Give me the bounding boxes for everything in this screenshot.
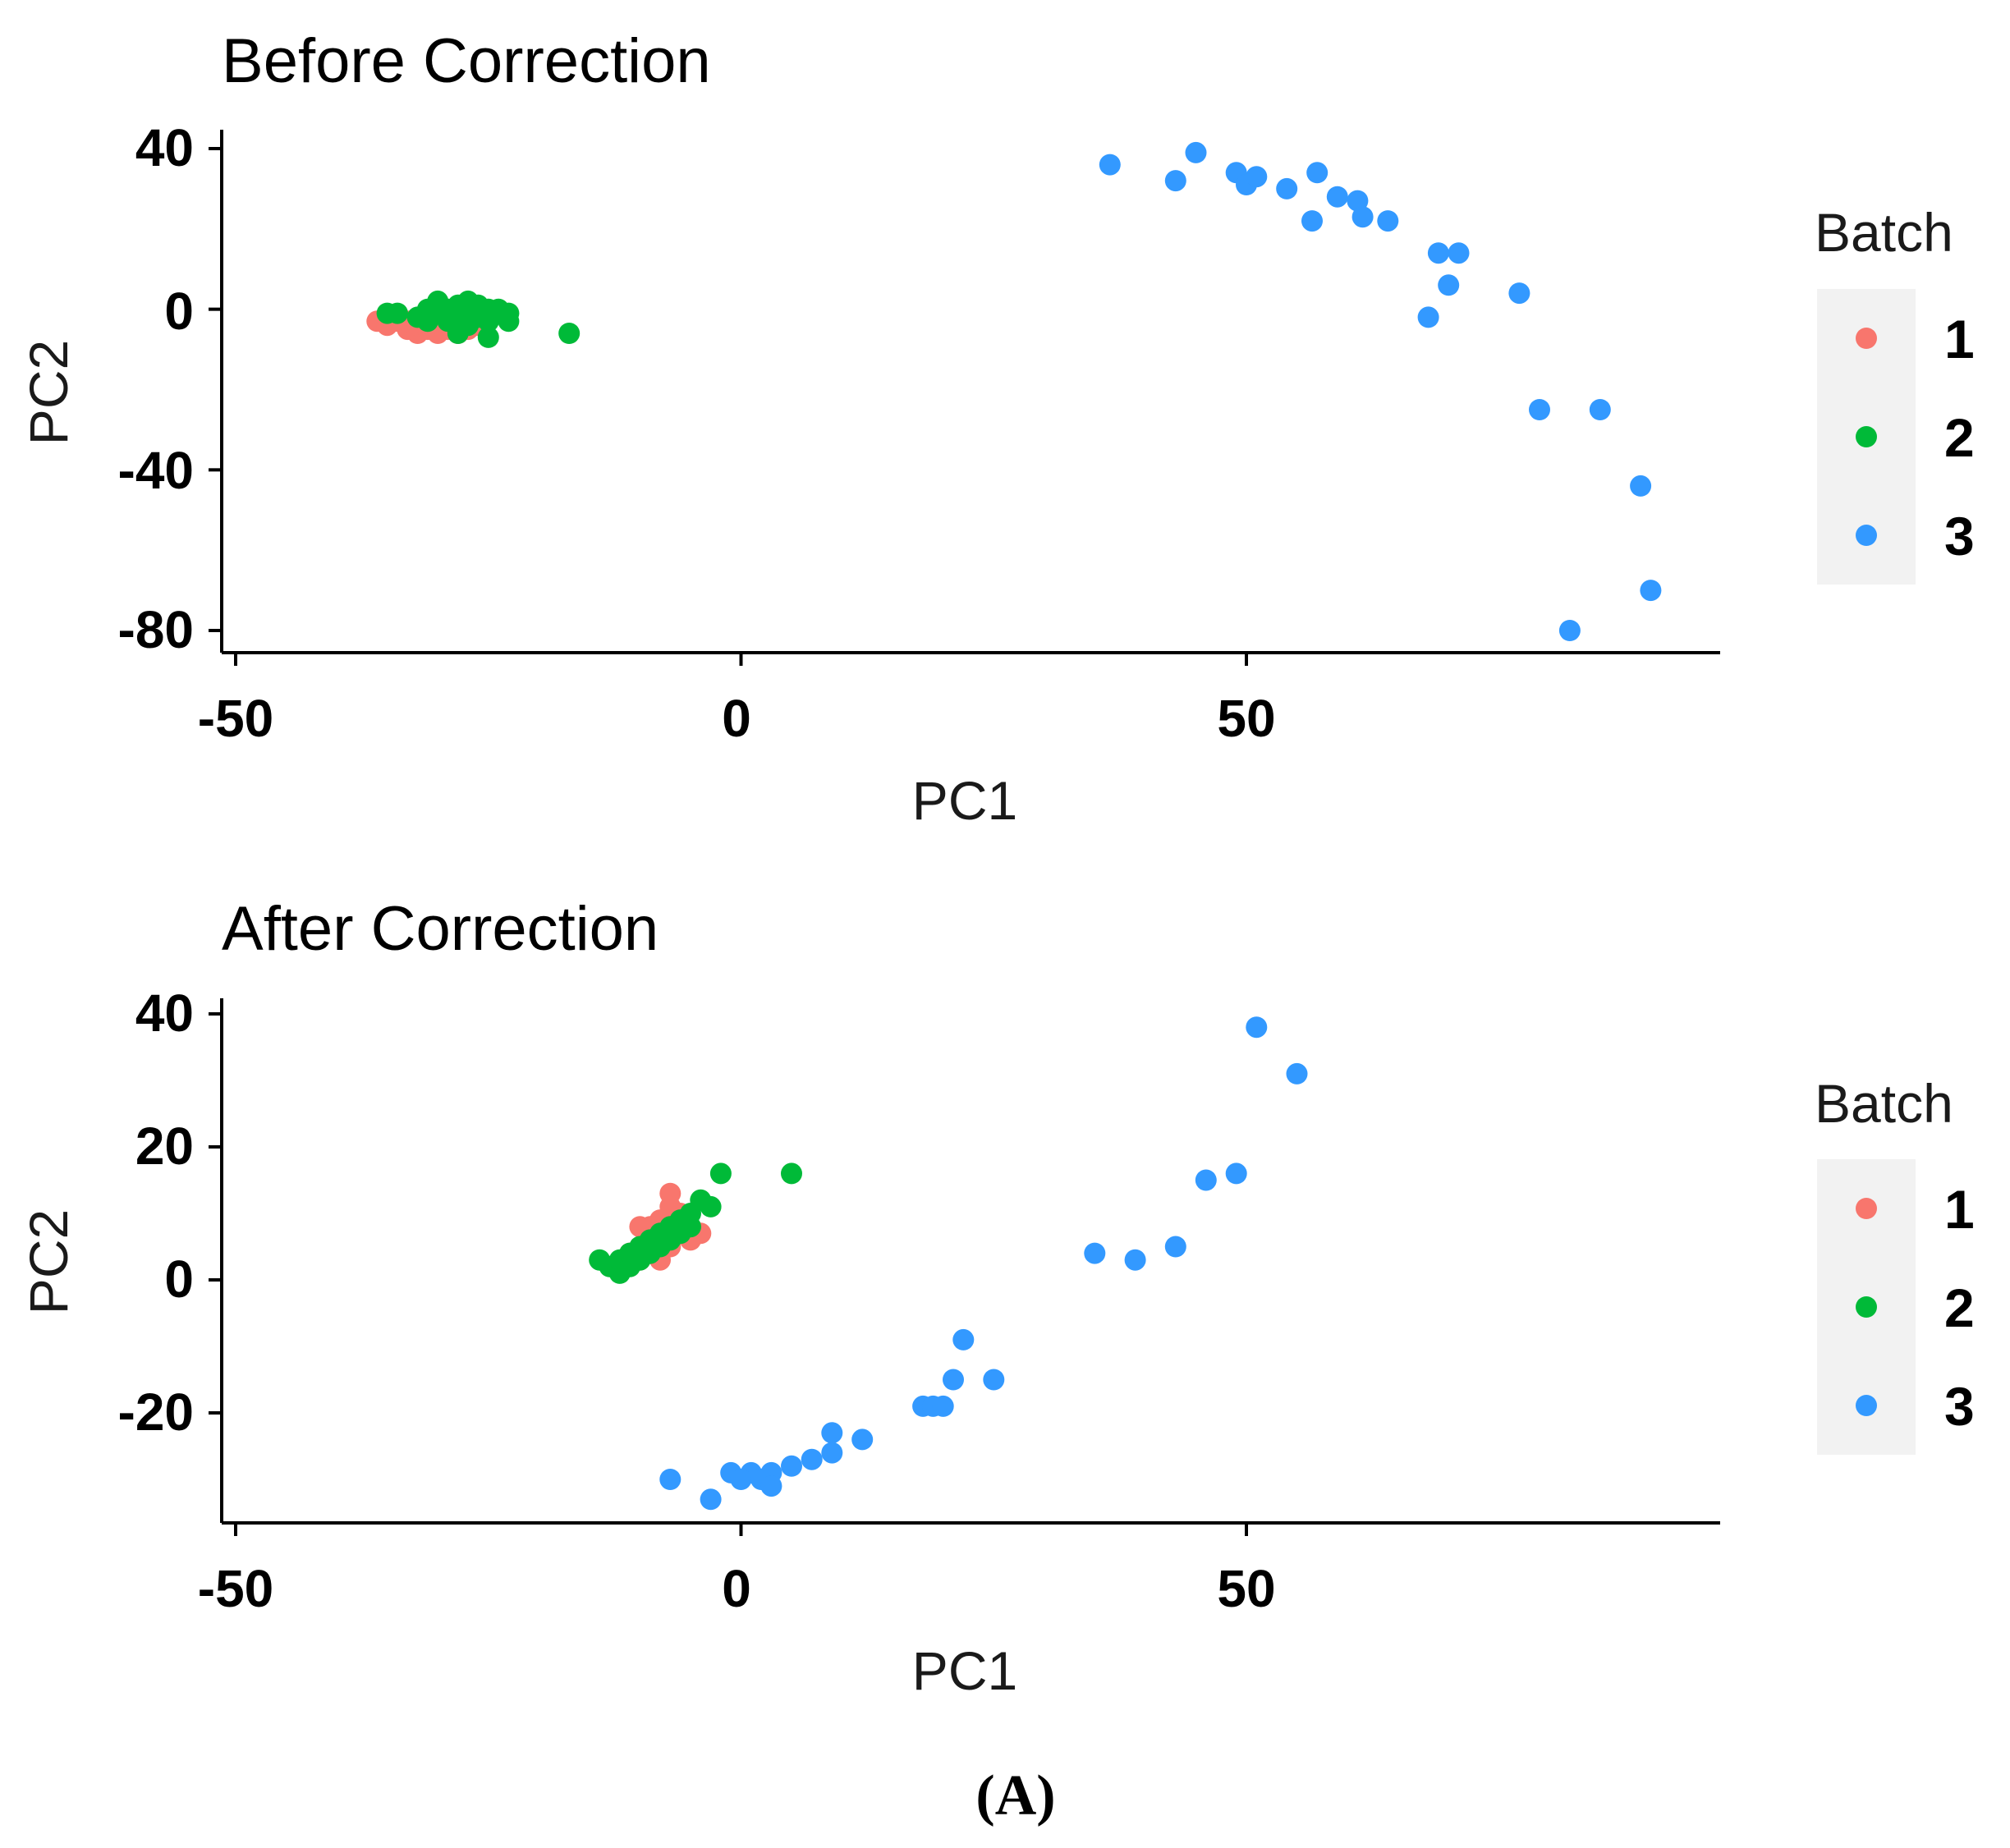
data-point-batch-2 <box>387 302 408 324</box>
data-point-batch-3 <box>1589 399 1611 420</box>
data-point-batch-3 <box>1225 1162 1247 1185</box>
data-point-batch-3 <box>1185 141 1207 163</box>
y-tick-label: -20 <box>118 1383 195 1442</box>
legend-title: Batch <box>1815 1073 1953 1134</box>
data-point-batch-3 <box>1427 242 1449 264</box>
data-point-batch-3 <box>1326 186 1348 208</box>
x-tick-label: -50 <box>198 1559 274 1618</box>
data-point-batch-3 <box>1084 1242 1106 1264</box>
data-point-batch-3 <box>1246 1016 1268 1039</box>
legend: Batch 1 2 3 <box>1815 202 1975 585</box>
x-axis-label: PC1 <box>912 1640 1017 1701</box>
legend-label-3: 3 <box>1944 1376 1975 1437</box>
data-point-batch-3 <box>1351 206 1374 228</box>
y-tick-label: -40 <box>118 441 195 500</box>
data-point-batch-2 <box>477 326 499 348</box>
data-point-batch-2 <box>781 1162 802 1185</box>
data-points <box>366 141 1662 641</box>
legend-label-2: 2 <box>1944 407 1975 468</box>
data-point-batch-3 <box>932 1395 954 1417</box>
x-tick-label: -50 <box>198 689 274 748</box>
data-point-batch-3 <box>1508 282 1530 305</box>
data-point-batch-3 <box>1630 475 1652 497</box>
data-point-batch-3 <box>1099 154 1121 176</box>
data-point-batch-3 <box>1558 620 1581 641</box>
data-point-batch-3 <box>821 1442 843 1464</box>
data-point-batch-3 <box>1164 170 1186 192</box>
data-point-batch-2 <box>709 1162 732 1185</box>
x-axis-label: PC1 <box>912 770 1017 831</box>
data-point-batch-2 <box>558 323 581 344</box>
y-tick-label: 40 <box>135 984 194 1043</box>
legend-label-1: 1 <box>1944 1179 1975 1240</box>
data-point-batch-3 <box>983 1369 1005 1391</box>
data-point-batch-3 <box>760 1475 782 1497</box>
data-point-batch-3 <box>943 1369 964 1391</box>
data-point-batch-3 <box>1417 306 1439 328</box>
data-point-batch-3 <box>1640 580 1662 602</box>
y-axis-label: PC2 <box>18 340 79 445</box>
data-point-batch-3 <box>821 1422 843 1444</box>
data-point-batch-2 <box>700 1195 722 1217</box>
data-point-batch-3 <box>1377 210 1399 232</box>
legend-label-1: 1 <box>1944 309 1975 369</box>
y-tick-label: -80 <box>118 600 195 659</box>
data-point-batch-3 <box>1438 274 1460 296</box>
legend-label-2: 2 <box>1944 1277 1975 1338</box>
data-point-batch-3 <box>1301 210 1323 232</box>
data-point-batch-3 <box>801 1448 823 1470</box>
axis-ticks <box>209 147 1248 666</box>
data-point-batch-3 <box>1195 1169 1217 1191</box>
legend-key-2 <box>1856 426 1877 447</box>
data-point-batch-3 <box>659 1469 681 1490</box>
data-point-batch-3 <box>1124 1249 1146 1271</box>
y-axis-label: PC2 <box>18 1209 79 1314</box>
data-point-batch-3 <box>730 1469 752 1490</box>
chart-title: Before Correction <box>222 26 711 96</box>
data-point-batch-3 <box>1276 177 1298 199</box>
data-point-batch-2 <box>498 310 520 332</box>
data-point-batch-3 <box>781 1455 802 1477</box>
y-tick-label: 20 <box>135 1117 194 1176</box>
legend-key-1 <box>1856 328 1877 349</box>
legend: Batch 1 2 3 <box>1815 1073 1975 1455</box>
data-point-batch-3 <box>1286 1062 1308 1084</box>
y-tick-label: 40 <box>135 118 194 177</box>
data-point-batch-3 <box>700 1488 722 1511</box>
chart-title: After Correction <box>222 894 659 964</box>
y-tick-label: 0 <box>164 1250 194 1309</box>
x-tick-label: 0 <box>722 689 751 748</box>
x-tick-label: 50 <box>1217 1559 1275 1618</box>
legend-label-3: 3 <box>1944 506 1975 566</box>
before-correction-panel: Before Correction 40 0 -40 -80 -50 0 50 … <box>18 26 1975 831</box>
legend-title: Batch <box>1815 202 1953 263</box>
data-point-batch-3 <box>1164 1236 1186 1258</box>
data-point-batch-3 <box>1306 162 1329 184</box>
data-point-batch-3 <box>1347 190 1369 212</box>
after-correction-panel: After Correction 40 20 0 -20 -50 0 50 PC… <box>18 894 1975 1701</box>
legend-key-2 <box>1856 1296 1877 1318</box>
axis-ticks <box>209 1012 1248 1536</box>
legend-key-3 <box>1856 525 1877 546</box>
data-point-batch-3 <box>851 1428 874 1451</box>
data-points <box>589 1016 1308 1511</box>
figure-caption: (A) <box>975 1764 1055 1827</box>
data-point-batch-3 <box>1448 242 1470 264</box>
y-tick-label: 0 <box>164 282 194 341</box>
data-point-batch-3 <box>1529 399 1550 420</box>
x-tick-label: 0 <box>722 1559 751 1618</box>
legend-key-3 <box>1856 1395 1877 1416</box>
legend-key-1 <box>1856 1198 1877 1219</box>
x-tick-label: 50 <box>1217 689 1275 748</box>
data-point-batch-3 <box>952 1328 975 1350</box>
data-point-batch-3 <box>1246 166 1268 188</box>
